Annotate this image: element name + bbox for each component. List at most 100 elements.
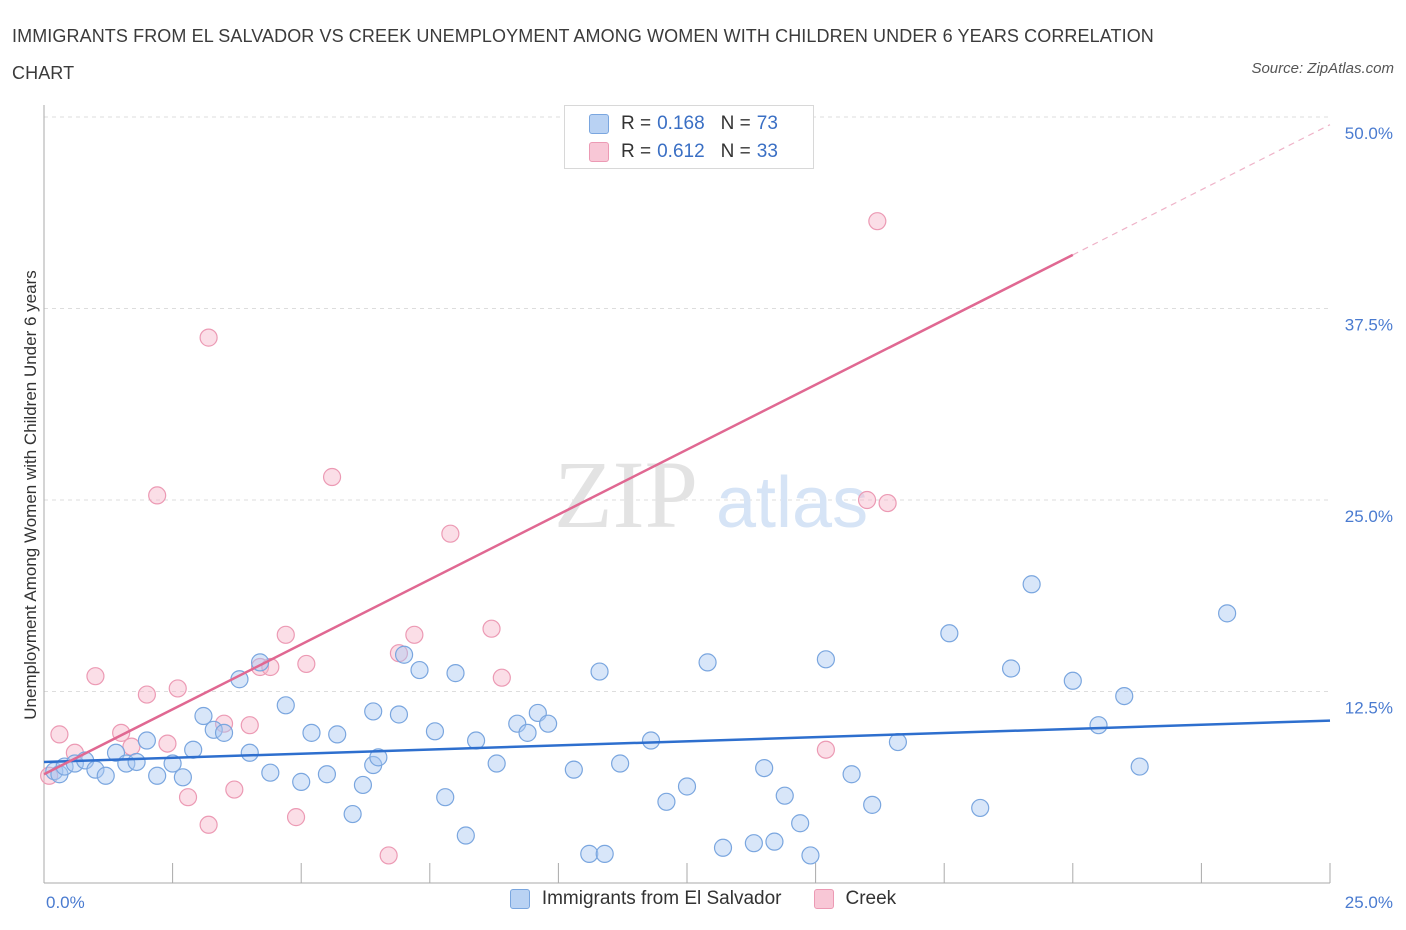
- el-salvador-point: [564, 760, 583, 779]
- el-salvador-point: [791, 814, 810, 833]
- el-salvador-point: [204, 720, 223, 739]
- watermark-atlas: atlas: [716, 463, 868, 543]
- creek-point: [225, 780, 244, 799]
- el-salvador-point: [127, 752, 146, 772]
- watermark-zip: ZIP: [554, 441, 698, 548]
- el-salvador-point: [214, 723, 234, 742]
- el-salvador-point: [842, 765, 861, 784]
- creek-trend-line: [43, 253, 1074, 776]
- el-salvador-point: [775, 786, 794, 805]
- legend-r-value: 0.168: [657, 113, 705, 134]
- creek-point: [297, 654, 316, 674]
- legend-n-value: 73: [756, 113, 778, 134]
- legend-r-label: R =: [621, 141, 652, 162]
- creek-point: [878, 493, 897, 513]
- el-salvador-point: [389, 705, 409, 724]
- el-salvador-point: [1089, 716, 1108, 735]
- creek-point: [276, 625, 295, 644]
- el-salvador-point: [302, 723, 321, 742]
- legend-item-creek[interactable]: Creek: [813, 888, 897, 910]
- axes: [43, 105, 1331, 884]
- el-salvador-point: [595, 844, 614, 863]
- el-salvador-point: [539, 714, 558, 733]
- creek-point: [441, 524, 460, 543]
- el-salvador-point: [611, 754, 630, 773]
- el-salvador-point: [261, 763, 280, 782]
- creek-point: [148, 486, 167, 505]
- el-salvador-point: [801, 846, 820, 865]
- legend-r-value: 0.612: [657, 141, 705, 162]
- el-salvador-point: [1001, 659, 1021, 678]
- el-salvador-point: [96, 766, 115, 785]
- el-salvador-point: [508, 714, 527, 733]
- creek-point: [158, 734, 177, 753]
- el-salvador-point: [436, 788, 455, 807]
- el-salvador-point: [446, 664, 465, 683]
- el-salvador-point: [353, 775, 373, 795]
- legend-label: Creek: [845, 888, 897, 909]
- el-salvador-point: [410, 660, 429, 680]
- el-salvador-trend-line: [43, 719, 1331, 764]
- el-salvador-point: [317, 765, 337, 784]
- el-salvador-point: [1063, 671, 1082, 690]
- el-salvador-point: [940, 624, 959, 643]
- el-salvador-point: [456, 826, 475, 845]
- y-axis-label: Unemployment Among Women with Children U…: [21, 270, 40, 719]
- el-salvador-point: [343, 804, 362, 824]
- el-salvador-point: [1218, 604, 1237, 623]
- creek-point: [199, 328, 218, 347]
- el-salvador-point: [425, 722, 445, 741]
- legend-n-label: N =: [720, 113, 751, 134]
- el-salvador-point: [744, 834, 763, 853]
- legend-item-el-salvador[interactable]: Immigrants from El Salvador: [509, 888, 782, 910]
- creek-point: [240, 716, 259, 735]
- el-salvador-point: [240, 743, 259, 762]
- creek-point: [286, 808, 306, 827]
- el-salvador-point: [194, 706, 213, 726]
- el-salvador-point: [1115, 686, 1134, 706]
- el-salvador-point: [137, 731, 156, 750]
- creek-point: [50, 725, 69, 744]
- legend-swatch-pink: [589, 142, 609, 162]
- tick-labels: 12.5% 25.0% 37.5% 50.0% 0.0% 25.0%: [46, 124, 1393, 912]
- creek-point: [199, 815, 218, 834]
- el-salvador-point: [328, 725, 347, 744]
- grid-lines: [44, 116, 1330, 692]
- el-salvador-point: [765, 832, 784, 851]
- correlation-legend: R = 0.168 N = 73 R = 0.612 N = 33: [564, 105, 814, 169]
- el-salvador-point: [713, 838, 733, 857]
- series-legend: Immigrants from El Salvador Creek: [0, 888, 1406, 910]
- el-salvador-point: [816, 650, 835, 669]
- creek-point: [178, 788, 198, 807]
- legend-swatch-blue: [589, 114, 609, 134]
- creek-point: [122, 737, 141, 756]
- creek-trend-extension: [1072, 124, 1331, 256]
- legend-label: Immigrants from El Salvador: [541, 888, 782, 909]
- el-salvador-point: [276, 696, 295, 715]
- el-salvador-point: [1022, 575, 1041, 594]
- el-salvador-point: [184, 740, 203, 759]
- legend-swatch-pink: [813, 889, 834, 909]
- chart-title: IMMIGRANTS FROM EL SALVADOR VS CREEK UNE…: [12, 26, 1154, 83]
- legend-r-label: R =: [621, 113, 652, 134]
- chart-source: Source: ZipAtlas.com: [1251, 60, 1394, 77]
- el-salvador-point: [888, 732, 908, 752]
- legend-n-label: N =: [720, 141, 751, 162]
- creek-point: [482, 619, 501, 638]
- el-salvador-point: [163, 754, 182, 773]
- x-tick-label: 0.0%: [46, 893, 85, 912]
- legend-swatch-blue: [509, 889, 530, 909]
- el-salvador-point: [863, 795, 882, 814]
- legend-row-creek: R = 0.612 N = 33: [589, 138, 794, 166]
- creek-point: [214, 714, 234, 733]
- creek-point: [816, 740, 835, 759]
- el-salvador-point: [148, 766, 167, 785]
- el-salvador-point: [173, 768, 192, 787]
- el-salvador-points: [45, 575, 1237, 865]
- y-tick-label: 37.5%: [1345, 316, 1393, 335]
- el-salvador-point: [518, 723, 537, 742]
- el-salvador-point: [698, 653, 717, 672]
- el-salvador-point: [394, 645, 414, 664]
- el-salvador-point: [466, 731, 486, 750]
